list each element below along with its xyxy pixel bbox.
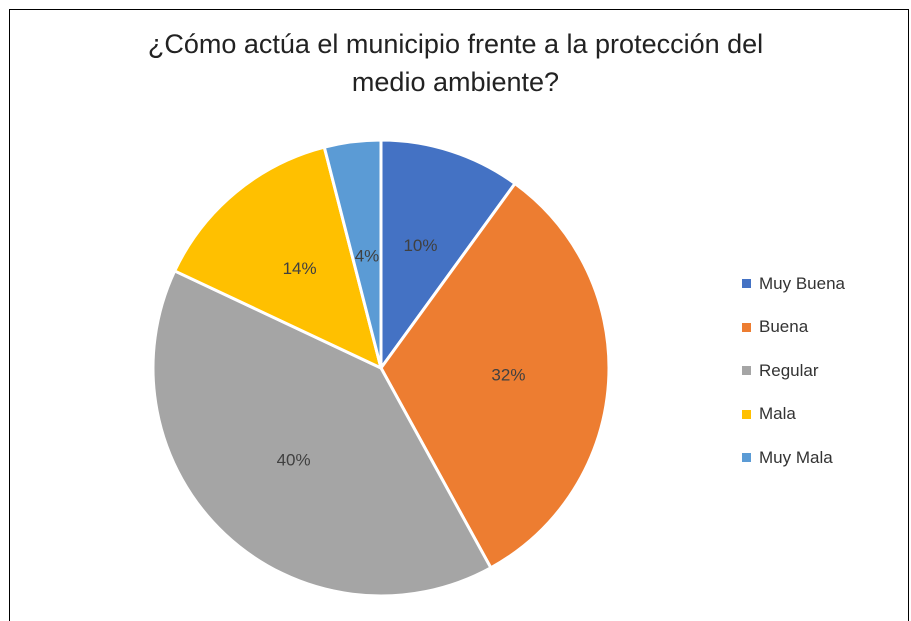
- legend-label-buena: Buena: [759, 317, 809, 337]
- legend-swatch-buena: [742, 322, 751, 332]
- legend-label-muy-buena: Muy Buena: [759, 273, 845, 293]
- legend-swatch-muy-mala: [742, 453, 751, 463]
- pie-slice-muy-buena: [379, 138, 517, 370]
- legend-label-regular: Regular: [759, 360, 819, 380]
- data-label-mala: 14%: [283, 259, 317, 278]
- legend-item-muy-mala: Muy Mala: [742, 436, 845, 480]
- legend-item-mala: Mala: [742, 393, 845, 437]
- pie-slice-buena: [379, 182, 611, 570]
- data-label-muy-buena: 10%: [403, 236, 437, 255]
- legend-swatch-regular: [742, 366, 751, 376]
- legend-label-muy-mala: Muy Mala: [759, 447, 833, 467]
- pie-slice-muy-mala: [322, 138, 383, 370]
- data-label-muy-mala: 4%: [355, 247, 380, 266]
- chart-title-line-1: ¿Cómo actúa el municipio frente a la pro…: [147, 29, 764, 59]
- legend-item-muy-buena: Muy Buena: [742, 262, 845, 306]
- chart-legend: Muy Buena Buena Regular Mala Muy Mala: [742, 262, 845, 480]
- legend-swatch-mala: [742, 409, 751, 419]
- pie-slice-mala: [173, 145, 383, 370]
- legend-label-mala: Mala: [759, 404, 796, 424]
- chart-title: ¿Cómo actúa el municipio frente a la pro…: [0, 25, 911, 101]
- chart-title-line-2: medio ambiente?: [351, 67, 560, 97]
- legend-swatch-muy-buena: [742, 279, 751, 289]
- pie-slice-regular: [151, 269, 493, 598]
- data-label-regular: 40%: [277, 451, 311, 470]
- data-label-buena: 32%: [491, 366, 525, 385]
- legend-item-buena: Buena: [742, 306, 845, 350]
- legend-item-regular: Regular: [742, 349, 845, 393]
